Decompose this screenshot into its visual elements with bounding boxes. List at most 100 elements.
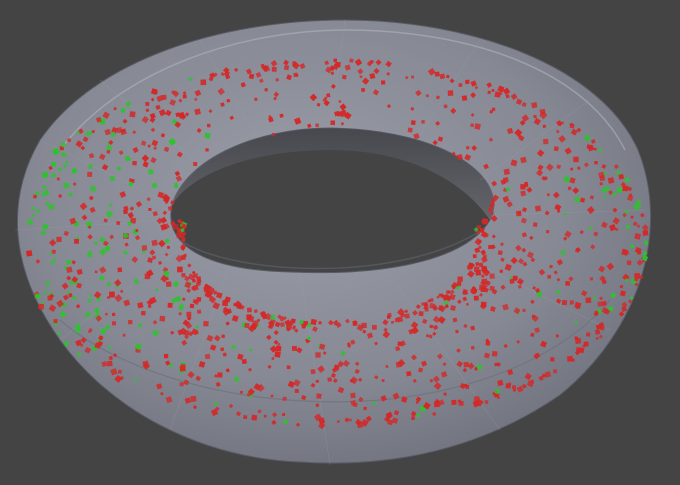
red-particle xyxy=(181,237,186,242)
red-particle xyxy=(387,419,394,426)
red-particle xyxy=(151,139,159,147)
red-particle xyxy=(135,228,139,233)
red-particle xyxy=(294,328,299,333)
red-particle xyxy=(181,297,186,302)
red-particle xyxy=(88,152,95,159)
red-particle xyxy=(56,177,60,181)
red-particle xyxy=(91,129,95,134)
red-particle xyxy=(514,128,523,137)
green-particle xyxy=(626,224,630,229)
red-particle xyxy=(583,162,589,168)
red-particle xyxy=(520,184,526,190)
red-particle xyxy=(418,367,424,373)
red-particle xyxy=(71,260,76,265)
green-particle xyxy=(48,203,56,211)
red-particle xyxy=(284,319,292,327)
red-particle xyxy=(443,104,448,109)
red-particle xyxy=(464,153,472,161)
red-particle xyxy=(182,94,187,99)
red-particle xyxy=(287,380,295,388)
red-particle xyxy=(79,202,88,211)
red-particle xyxy=(437,316,446,324)
red-particle xyxy=(521,232,528,238)
red-particle xyxy=(421,302,425,306)
red-particle xyxy=(212,301,221,310)
torus-rim-highlight xyxy=(59,29,626,151)
red-particle xyxy=(165,360,171,366)
red-particle xyxy=(176,232,183,239)
red-particle xyxy=(163,195,171,203)
red-particle xyxy=(529,235,534,240)
green-particle xyxy=(68,280,74,286)
red-particle xyxy=(633,276,639,282)
green-particle xyxy=(630,244,635,249)
red-particle xyxy=(526,251,534,259)
red-particle xyxy=(225,321,230,326)
green-particle xyxy=(42,189,50,197)
red-particle xyxy=(509,278,515,284)
red-particle xyxy=(210,288,215,293)
red-particle xyxy=(564,147,572,155)
red-particle xyxy=(365,415,372,422)
green-particle xyxy=(93,241,98,246)
red-particle xyxy=(187,273,195,281)
red-particle xyxy=(317,365,325,373)
green-particle xyxy=(583,134,592,142)
red-particle xyxy=(206,123,211,128)
red-particle xyxy=(630,215,634,219)
red-particle xyxy=(145,108,150,113)
red-particle xyxy=(576,165,582,171)
red-particle xyxy=(315,379,320,384)
red-particle xyxy=(181,272,186,278)
green-particle xyxy=(34,293,41,300)
red-particle xyxy=(330,83,336,89)
green-particle xyxy=(128,181,134,187)
red-particle xyxy=(447,90,454,96)
red-particle xyxy=(466,146,470,150)
red-particle xyxy=(161,94,167,101)
red-particle xyxy=(503,343,508,348)
red-particle xyxy=(102,111,110,119)
red-particle xyxy=(326,93,331,98)
red-particle xyxy=(473,396,480,402)
red-particle xyxy=(510,93,518,101)
red-particle xyxy=(350,399,357,406)
red-particle xyxy=(556,209,561,213)
red-particle xyxy=(273,330,279,336)
red-particle xyxy=(174,170,181,177)
red-particle xyxy=(521,207,528,213)
red-particle xyxy=(483,163,489,170)
red-particle xyxy=(636,259,643,266)
red-particle xyxy=(429,302,436,309)
red-particle xyxy=(530,257,536,263)
red-particle xyxy=(500,179,507,185)
red-particle xyxy=(53,318,58,324)
red-particle xyxy=(179,382,184,387)
red-particle xyxy=(522,308,526,312)
red-particle xyxy=(418,311,424,317)
red-particle xyxy=(104,128,112,136)
red-particle xyxy=(116,220,121,226)
red-particle xyxy=(618,311,625,317)
red-particle xyxy=(344,64,351,71)
red-particle xyxy=(381,379,385,382)
red-particle xyxy=(258,78,264,84)
red-particle xyxy=(176,151,183,158)
red-particle xyxy=(482,254,487,259)
red-particle xyxy=(465,302,469,306)
red-particle xyxy=(140,140,147,146)
red-particle xyxy=(534,327,541,334)
red-particle xyxy=(56,236,62,243)
red-particle xyxy=(561,299,568,306)
red-particle xyxy=(638,274,644,280)
red-particle xyxy=(382,330,391,339)
red-particle xyxy=(524,181,529,186)
red-particle xyxy=(279,322,285,328)
red-particle xyxy=(286,365,291,370)
red-particle xyxy=(88,327,93,333)
red-particle xyxy=(68,292,73,298)
red-particle xyxy=(122,118,128,124)
red-particle xyxy=(445,74,450,79)
